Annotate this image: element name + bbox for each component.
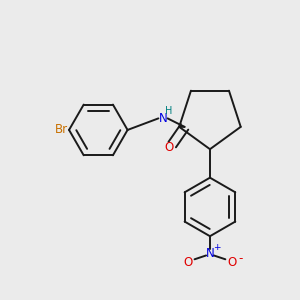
Text: O: O [227,256,236,269]
Text: -: - [238,252,243,265]
Text: O: O [184,256,193,269]
Text: O: O [164,141,174,154]
Text: H: H [166,106,173,116]
Text: N: N [206,247,214,260]
Text: +: + [213,243,220,252]
Text: N: N [159,112,167,125]
Text: Br: Br [54,123,68,136]
